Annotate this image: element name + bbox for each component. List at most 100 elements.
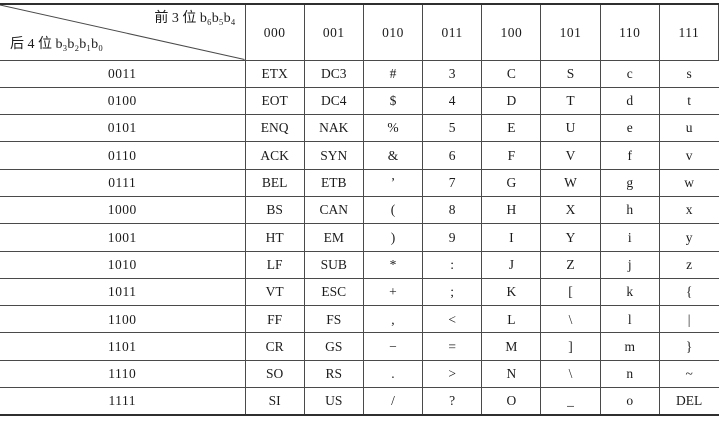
ascii-cell: DC3 bbox=[303, 60, 364, 88]
table-row: 1100 FF FS , < L \ l | bbox=[0, 305, 719, 334]
ascii-cell: t bbox=[658, 87, 719, 116]
ascii-cell: % bbox=[362, 114, 423, 143]
ascii-cell: & bbox=[362, 141, 423, 170]
ascii-cell: BEL bbox=[244, 169, 305, 197]
column-header-100: 100 bbox=[481, 4, 541, 61]
ascii-cell: FS bbox=[303, 305, 364, 334]
ascii-cell: ? bbox=[422, 387, 482, 416]
ascii-cell: M bbox=[481, 332, 541, 361]
ascii-cell: ) bbox=[362, 223, 423, 252]
ascii-cell: F bbox=[481, 141, 541, 170]
ascii-cell: ESC bbox=[303, 278, 364, 307]
ascii-cell: 9 bbox=[422, 223, 482, 252]
ascii-cell: W bbox=[540, 169, 601, 197]
row-label: 1000 bbox=[0, 196, 245, 225]
ascii-cell: RS bbox=[303, 360, 364, 389]
ascii-cell: 7 bbox=[422, 169, 482, 197]
ascii-cell: − bbox=[362, 332, 423, 361]
scanned-page: 前 3 位 b₆b₅b₄ 后 4 位 b₃b₂b₁b₀ 000 001 010 … bbox=[0, 3, 719, 425]
ascii-cell: ] bbox=[540, 332, 601, 361]
ascii-cell: _ bbox=[540, 387, 601, 416]
ascii-cell: DEL bbox=[658, 387, 719, 416]
ascii-cell: y bbox=[658, 223, 719, 252]
ascii-cell: + bbox=[362, 278, 423, 307]
ascii-cell: m bbox=[599, 332, 660, 361]
row-label: 0111 bbox=[0, 169, 245, 197]
ascii-cell: ’ bbox=[362, 169, 423, 197]
ascii-cell: BS bbox=[244, 196, 305, 225]
ascii-cell: N bbox=[481, 360, 541, 389]
ascii-cell: ETX bbox=[244, 60, 305, 88]
table-row: 1101 CR GS − = M ] m } bbox=[0, 332, 719, 361]
ascii-cell: ETB bbox=[303, 169, 364, 197]
ascii-cell: C bbox=[481, 60, 541, 88]
ascii-cell: h bbox=[599, 196, 660, 225]
ascii-code-table: 前 3 位 b₆b₅b₄ 后 4 位 b₃b₂b₁b₀ 000 001 010 … bbox=[0, 3, 719, 416]
ascii-cell: GS bbox=[303, 332, 364, 361]
column-header-110: 110 bbox=[599, 4, 660, 61]
ascii-cell: x bbox=[658, 196, 719, 225]
ascii-cell: ACK bbox=[244, 141, 305, 170]
ascii-cell: | bbox=[658, 305, 719, 334]
column-header-111: 111 bbox=[658, 4, 719, 61]
ascii-cell: = bbox=[422, 332, 482, 361]
row-label: 1010 bbox=[0, 251, 245, 279]
ascii-cell: ( bbox=[362, 196, 423, 225]
ascii-cell: l bbox=[599, 305, 660, 334]
ascii-cell: Z bbox=[540, 251, 601, 279]
ascii-cell: / bbox=[362, 387, 423, 416]
table-row: 1111 SI US / ? O _ o DEL bbox=[0, 387, 719, 416]
column-header-010: 010 bbox=[362, 4, 423, 61]
ascii-cell: [ bbox=[540, 278, 601, 307]
ascii-cell: o bbox=[599, 387, 660, 416]
ascii-cell: g bbox=[599, 169, 660, 197]
row-label: 1111 bbox=[0, 387, 245, 416]
row-label: 0100 bbox=[0, 87, 245, 116]
ascii-cell: ~ bbox=[658, 360, 719, 389]
ascii-cell: E bbox=[481, 114, 541, 143]
column-header-011: 011 bbox=[422, 4, 482, 61]
table-row: 0110 ACK SYN & 6 F V f v bbox=[0, 141, 719, 170]
row-label: 0101 bbox=[0, 114, 245, 143]
column-header-000: 000 bbox=[244, 4, 305, 61]
ascii-cell: s bbox=[658, 60, 719, 88]
header-row: 前 3 位 b₆b₅b₄ 后 4 位 b₃b₂b₁b₀ 000 001 010 … bbox=[0, 4, 719, 61]
ascii-cell: 4 bbox=[422, 87, 482, 116]
ascii-cell: z bbox=[658, 251, 719, 279]
ascii-cell: 3 bbox=[422, 60, 482, 88]
ascii-cell: K bbox=[481, 278, 541, 307]
ascii-cell: w bbox=[658, 169, 719, 197]
corner-label-first-3-bits: 前 3 位 b₆b₅b₄ bbox=[154, 11, 236, 26]
ascii-cell: NAK bbox=[303, 114, 364, 143]
ascii-cell: T bbox=[540, 87, 601, 116]
ascii-cell: # bbox=[362, 60, 423, 88]
ascii-cell: FF bbox=[244, 305, 305, 334]
ascii-cell: $ bbox=[362, 87, 423, 116]
ascii-cell: k bbox=[599, 278, 660, 307]
ascii-cell: . bbox=[362, 360, 423, 389]
table-row: 1001 HT EM ) 9 I Y i y bbox=[0, 223, 719, 252]
diagonal-divider-line bbox=[0, 5, 245, 60]
ascii-cell: j bbox=[599, 251, 660, 279]
ascii-cell: ENQ bbox=[244, 114, 305, 143]
row-label: 0110 bbox=[0, 141, 245, 170]
ascii-cell: L bbox=[481, 305, 541, 334]
ascii-cell: HT bbox=[244, 223, 305, 252]
corner-label-last-4-bits: 后 4 位 b₃b₂b₁b₀ bbox=[10, 36, 104, 52]
ascii-cell: Y bbox=[540, 223, 601, 252]
ascii-cell: \ bbox=[540, 305, 601, 334]
ascii-cell: G bbox=[481, 169, 541, 197]
ascii-cell: 6 bbox=[422, 141, 482, 170]
ascii-cell: VT bbox=[244, 278, 305, 307]
ascii-cell: 5 bbox=[422, 114, 482, 143]
ascii-cell: D bbox=[481, 87, 541, 116]
ascii-cell: V bbox=[540, 141, 601, 170]
ascii-cell: J bbox=[481, 251, 541, 279]
ascii-cell: US bbox=[303, 387, 364, 416]
ascii-cell: SYN bbox=[303, 141, 364, 170]
ascii-cell: c bbox=[599, 60, 660, 88]
table-row: 0011 ETX DC3 # 3 C S c s bbox=[0, 60, 719, 88]
column-header-001: 001 bbox=[303, 4, 364, 61]
ascii-cell: \ bbox=[540, 360, 601, 389]
table-row: 1110 SO RS . > N \ n ~ bbox=[0, 360, 719, 389]
